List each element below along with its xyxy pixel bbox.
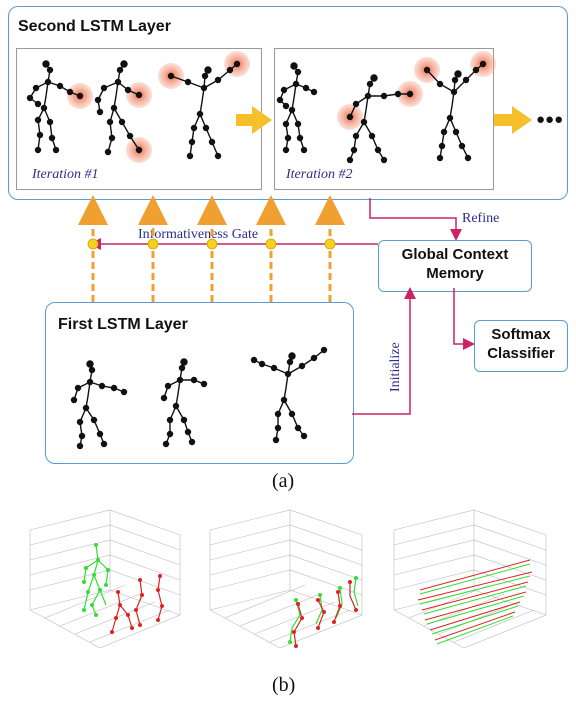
orange-gate-arrows — [78, 195, 345, 302]
plot-2-skeletons — [288, 576, 359, 648]
initialize-arrow — [352, 287, 416, 415]
skeletons-second-layer — [26, 60, 487, 164]
first-lstm-layer-title: First LSTM Layer — [58, 316, 188, 333]
plot-frames — [29, 509, 547, 649]
caption-b: (b) — [272, 674, 296, 696]
global-context-memory-line2: Memory — [426, 265, 484, 282]
plot-3-trajectories — [417, 559, 533, 645]
iteration-arrow-2 — [494, 106, 532, 134]
ellipsis: ●●● — [536, 112, 564, 128]
iteration-2-label: Iteration #2 — [286, 167, 353, 182]
caption-a: (a) — [272, 470, 295, 492]
softmax-classifier-line2: Classifier — [487, 345, 555, 362]
refine-label: Refine — [462, 211, 500, 226]
softmax-classifier-line1: Softmax — [491, 326, 551, 343]
global-context-memory-line1: Global Context — [401, 246, 509, 263]
skeletons-first-layer — [70, 346, 328, 450]
plot-1-skeletons — [82, 543, 164, 634]
iteration-arrow-1 — [236, 106, 272, 134]
memory-to-softmax-arrow — [453, 288, 475, 350]
refine-arrow — [369, 198, 462, 241]
attention-highlights — [67, 51, 496, 163]
gate-dots — [87, 238, 336, 250]
second-lstm-layer-title: Second LSTM Layer — [18, 18, 171, 35]
softmax-classifier-box: Softmax Classifier — [474, 320, 568, 372]
iteration-1-label: Iteration #1 — [32, 167, 99, 182]
informativeness-gate-label: Informativeness Gate — [138, 227, 259, 242]
iteration-1-panel — [16, 48, 262, 190]
